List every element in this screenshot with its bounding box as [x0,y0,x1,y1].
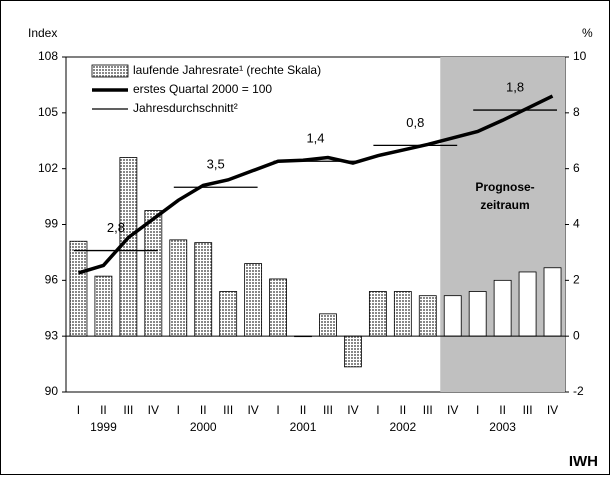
y2-tick-label: 8 [573,105,580,119]
legend-label: Jahresdurchschnitt² [133,101,238,115]
right-axis-label: % [582,26,593,40]
year-label: 2002 [389,420,416,434]
year-label: 2000 [190,420,217,434]
x-tick-label: III [223,403,233,417]
bar [269,278,287,337]
y-tick-label: 99 [45,217,59,231]
legend-label: erstes Quartal 2000 = 100 [133,82,272,96]
bar [69,240,88,337]
y2-tick-label: 10 [573,49,587,63]
legend-label: laufende Jahresrate¹ (rechte Skala) [133,63,321,77]
year-label: 1999 [90,420,117,434]
bar [94,275,113,337]
x-tick-label: II [200,403,207,417]
bar [443,295,462,337]
x-tick-label: I [276,403,279,417]
y-tick-label: 93 [45,328,59,342]
year-label: 2003 [489,420,516,434]
bar [194,242,213,337]
bar [169,239,188,337]
bar [244,263,263,337]
index-line [77,94,554,275]
x-tick-label: II [300,403,307,417]
x-tick-label: III [423,403,433,417]
forecast-label: zeitraum [480,198,529,212]
bar [418,295,437,337]
source: IWH [569,453,598,470]
forecast-label: Prognose- [475,180,534,194]
bar [543,267,562,337]
x-tick-label: II [499,403,506,417]
x-tick-label: IV [547,403,558,417]
x-tick-label: I [177,403,180,417]
x-tick-label: III [523,403,533,417]
x-tick-label: III [323,403,333,417]
x-tick-label: II [100,403,107,417]
bar [518,271,537,337]
annual-growth-label: 2,8 [107,220,125,235]
y2-tick-label: 6 [573,161,580,175]
y2-tick-label: 0 [573,328,580,342]
annual-growth-label: 0,8 [406,115,424,130]
y-tick-label: 108 [38,49,58,63]
year-label: 2001 [290,420,317,434]
y2-tick-label: 4 [573,217,580,231]
annual-growth-label: 1,8 [506,79,524,94]
y-tick-label: 102 [38,161,58,175]
y-tick-label: 105 [38,105,58,119]
x-tick-label: IV [347,403,358,417]
y-tick-label: 90 [45,384,59,398]
bar [344,335,362,368]
y-tick-label: 96 [45,273,59,287]
x-tick-label: I [77,403,80,417]
bar [493,279,512,337]
legend-bg [86,60,376,122]
annual-growth-label: 3,5 [207,157,225,172]
x-tick-label: IV [148,403,159,417]
x-tick-label: II [399,403,406,417]
y2-tick-label: -2 [573,384,584,398]
bar [468,291,487,337]
bar [144,210,163,337]
bar [393,291,412,337]
bar [219,291,238,337]
x-tick-label: IV [447,403,458,417]
y2-tick-label: 2 [573,273,580,287]
bar [119,157,138,337]
legend-swatch [91,64,129,78]
left-axis-label: Index [28,26,57,40]
annual-growth-label: 1,4 [306,131,324,146]
x-tick-label: III [123,403,133,417]
bar [319,313,337,337]
x-tick-label: IV [247,403,258,417]
forecast-area [440,57,565,392]
bar [368,291,387,337]
x-tick-label: I [476,403,479,417]
x-tick-label: I [376,403,379,417]
